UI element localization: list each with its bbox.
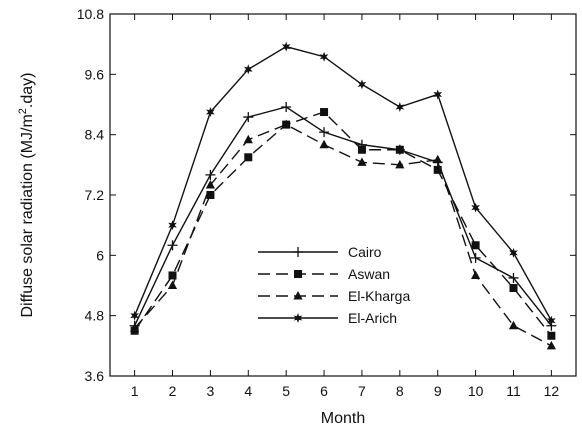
svg-text:Diffuse solar radiation (MJ/m2: Diffuse solar radiation (MJ/m2.day) — [17, 72, 36, 317]
data-point-el-kharga — [357, 157, 367, 166]
data-point-aswan — [320, 108, 329, 117]
data-point-el-arich — [547, 315, 556, 326]
y-tick-label: 10.8 — [77, 6, 104, 22]
y-tick-label: 6 — [96, 247, 104, 263]
x-tick-label: 2 — [169, 383, 177, 399]
y-tick-label: 3.6 — [85, 368, 105, 384]
data-point-el-kharga — [243, 134, 253, 144]
series-cairo — [129, 102, 557, 331]
data-point-el-kharga — [281, 119, 291, 129]
data-point-cairo — [205, 169, 216, 180]
data-point-cairo — [319, 127, 330, 138]
data-point-el-arich — [243, 64, 253, 75]
y-axis-title: Diffuse solar radiation (MJ/m2.day) — [17, 72, 36, 317]
data-point-el-arich — [433, 89, 443, 100]
x-tick-label: 5 — [282, 383, 290, 399]
data-point-cairo — [281, 102, 292, 113]
legend-item-aswan: Aswan — [258, 266, 390, 282]
legend-label: El-Kharga — [348, 288, 410, 304]
series-line-el-arich — [133, 45, 552, 322]
data-point-el-kharga — [546, 340, 556, 350]
data-point-el-arich — [471, 202, 480, 213]
data-point-el-kharga — [167, 280, 178, 289]
x-tick-label: 1 — [131, 383, 139, 399]
data-point-el-arich — [168, 220, 177, 231]
data-point-el-kharga — [471, 270, 481, 279]
x-tick-label: 4 — [244, 383, 252, 399]
x-tick-label: 10 — [468, 383, 484, 399]
legend-label: Cairo — [348, 244, 382, 260]
data-point-aswan — [509, 284, 518, 293]
x-tick-label: 6 — [320, 383, 328, 399]
plot-frame — [109, 13, 577, 377]
legend-item-el-arich: El-Arich — [258, 310, 397, 326]
axis-ticks: 1 2 3 4 5 6 7 8 9 10 11 123.64.867.28.49.610.8 — [77, 6, 576, 399]
series-line-cairo — [133, 106, 552, 327]
legend-item-el-kharga: El-Kharga — [258, 288, 410, 304]
data-point-el-kharga — [205, 179, 215, 189]
data-point-aswan — [206, 191, 215, 199]
data-point-el-kharga — [130, 323, 140, 332]
data-point-cairo — [508, 272, 519, 283]
x-tick-label: 9 — [434, 383, 442, 399]
data-point-aswan — [395, 145, 404, 154]
data-point-aswan — [168, 271, 177, 280]
y-tick-label: 9.6 — [85, 66, 105, 82]
data-point-el-kharga — [508, 320, 519, 330]
data-point-el-arich — [206, 107, 215, 118]
data-point-cairo — [243, 112, 254, 123]
x-tick-label: 12 — [544, 383, 560, 399]
x-tick-label: 8 — [396, 383, 404, 399]
series-aswan — [130, 108, 556, 340]
series-el-arich — [130, 41, 556, 326]
data-point-el-arich — [395, 102, 405, 113]
data-point-aswan — [471, 241, 480, 250]
data-point-aswan — [357, 145, 366, 154]
data-point-el-arich — [281, 41, 291, 52]
legend-item-cairo: Cairo — [258, 244, 382, 260]
data-point-aswan — [244, 153, 253, 162]
data-point-cairo — [167, 240, 178, 251]
data-point-el-kharga — [433, 154, 443, 164]
legend-label: El-Arich — [348, 310, 397, 326]
data-point-el-arich — [130, 310, 139, 321]
series-line-el-kharga — [134, 123, 552, 347]
data-point-el-kharga — [319, 139, 329, 149]
series-layer — [129, 41, 557, 350]
legend-label: Aswan — [348, 266, 390, 282]
x-tick-label: 3 — [206, 383, 214, 399]
data-point-el-arich — [319, 51, 329, 62]
legend-marker — [293, 291, 303, 300]
x-tick-label: 7 — [358, 383, 366, 399]
series-el-kharga — [130, 119, 556, 350]
data-point-el-arich — [509, 247, 518, 258]
y-tick-label: 8.4 — [85, 127, 105, 143]
data-point-el-kharga — [395, 159, 405, 169]
x-axis-title: Month — [321, 410, 365, 427]
data-point-aswan — [547, 331, 556, 340]
legend-marker — [294, 270, 302, 278]
y-tick-label: 7.2 — [85, 187, 105, 203]
legend-marker — [293, 247, 303, 257]
legend-marker — [293, 313, 303, 323]
series-line-aswan — [134, 111, 552, 337]
data-point-aswan — [433, 165, 442, 174]
data-point-cairo — [470, 252, 481, 263]
x-tick-label: 11 — [506, 383, 521, 399]
data-point-el-arich — [357, 79, 367, 90]
legend: Cairo Aswan El-Kharga El-Arich — [258, 244, 410, 326]
y-tick-label: 4.8 — [85, 308, 105, 324]
